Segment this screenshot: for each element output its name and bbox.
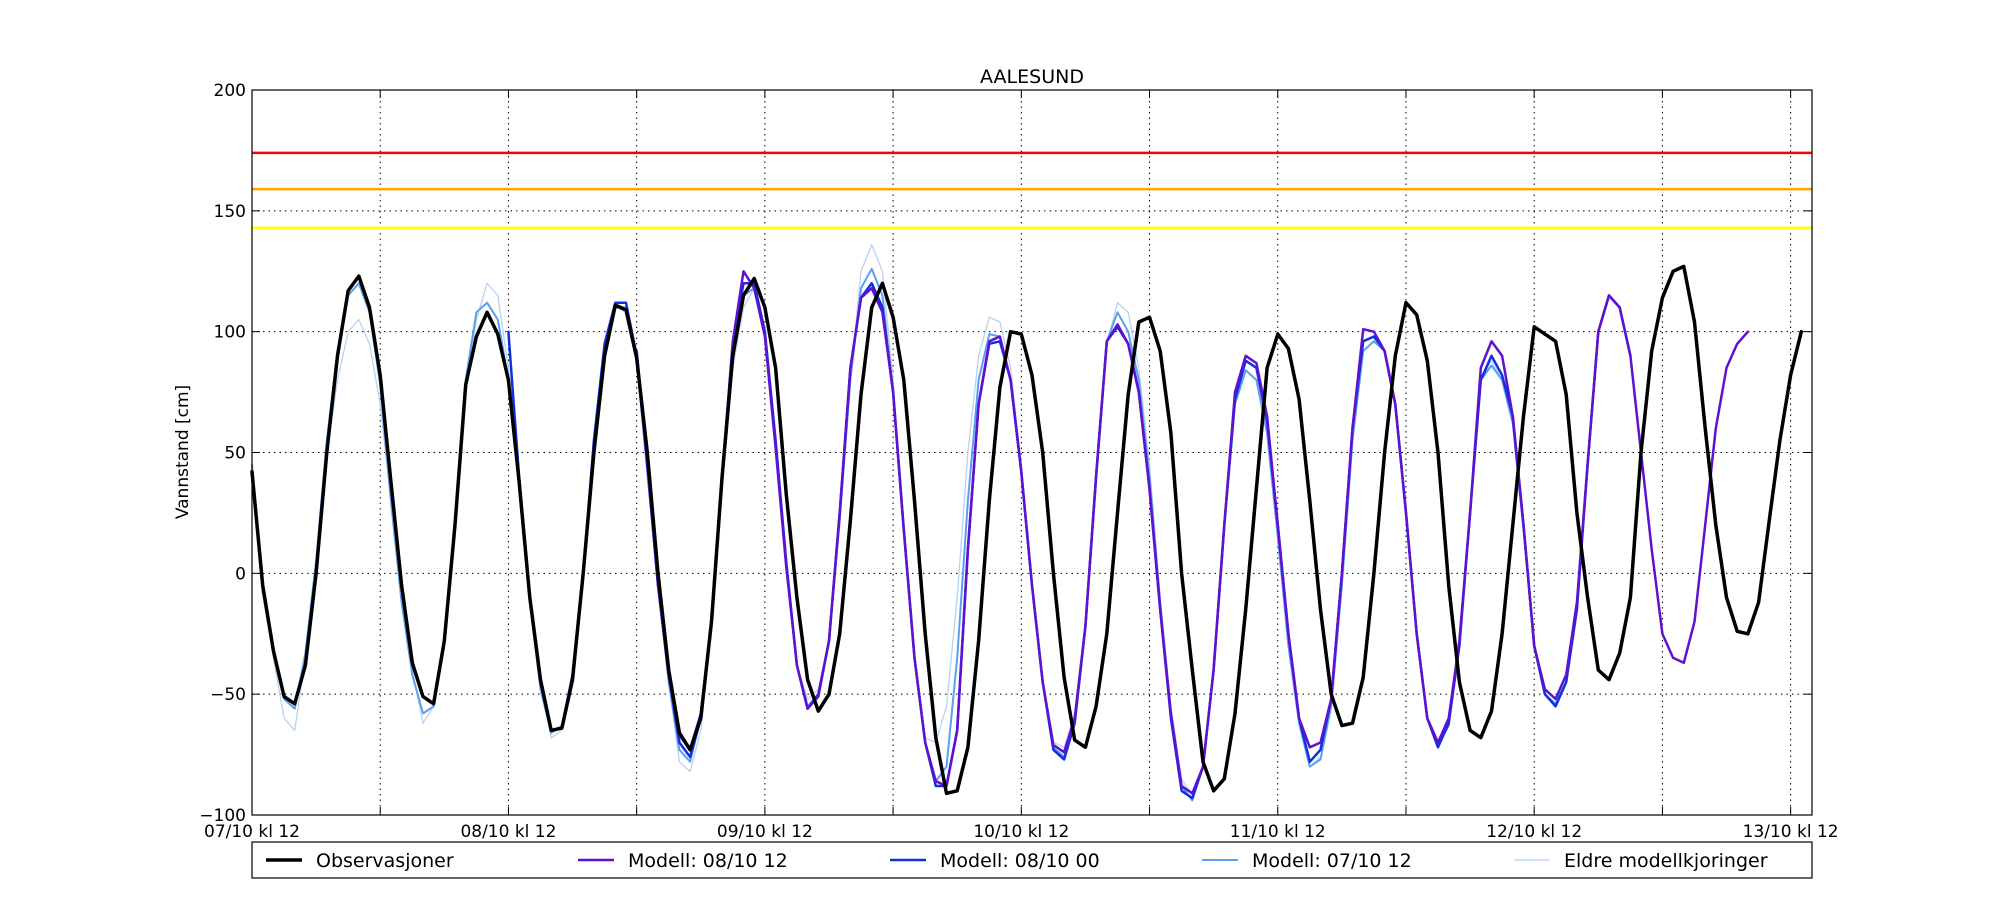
- series-line: [250, 264, 1804, 796]
- x-tick-label: 09/10 kl 12: [717, 822, 813, 842]
- y-tick-label: 50: [224, 444, 246, 464]
- threshold-layer: [252, 151, 1812, 229]
- series-line: [635, 270, 1750, 795]
- y-tick-label: 100: [214, 323, 246, 343]
- x-tick-label: 12/10 kl 12: [1486, 822, 1582, 842]
- y-tick-label: −100: [199, 806, 246, 826]
- legend-label: Modell: 07/10 12: [1252, 850, 1412, 872]
- legend-label: Observasjoner: [316, 850, 454, 872]
- x-tick-label: 07/10 kl 12: [204, 822, 300, 842]
- grid-layer: [251, 89, 1812, 816]
- y-axis-ticks: 200 150 100 50 0 −50 −100: [199, 81, 1812, 826]
- x-tick-label: 08/10 kl 12: [460, 822, 556, 842]
- y-axis-label: Vannstand [cm]: [173, 385, 193, 519]
- legend-label: Modell: 08/10 00: [940, 850, 1100, 872]
- legend-label: Modell: 08/10 12: [628, 850, 788, 872]
- legend: Observasjoner Modell: 08/10 12 Modell: 08/…: [251, 841, 1813, 879]
- series-layer: [250, 244, 1804, 802]
- x-axis-ticks: 07/10 kl 12 08/10 kl 12 09/10 kl 12 10/10 k…: [204, 90, 1839, 842]
- y-tick-label: −50: [210, 685, 246, 705]
- legend-frame: [251, 841, 1813, 879]
- y-tick-label: 200: [214, 81, 246, 101]
- y-tick-label: 0: [235, 564, 246, 584]
- x-tick-label: 13/10 kl 12: [1743, 822, 1839, 842]
- x-tick-label: 10/10 kl 12: [973, 822, 1069, 842]
- y-tick-label: 150: [214, 202, 246, 222]
- x-tick-label: 11/10 kl 12: [1230, 822, 1326, 842]
- legend-label: Eldre modellkjoringer: [1564, 850, 1768, 872]
- legend-items: Observasjoner Modell: 08/10 12 Modell: 08/…: [266, 850, 1768, 872]
- chart-title: AALESUND: [980, 66, 1084, 88]
